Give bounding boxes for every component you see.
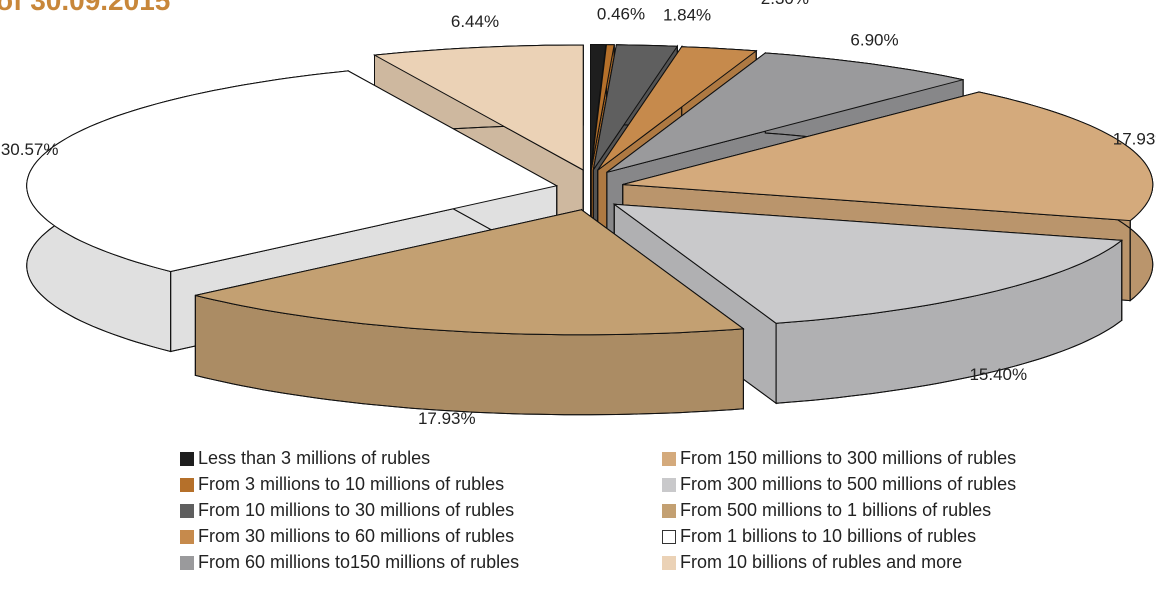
slice (612, 203, 1124, 405)
legend: Less than 3 millions of rubles From 3 mil… (0, 448, 1156, 592)
data-label: 0.23% (613, 0, 661, 4)
data-label: 17.93% (1113, 129, 1156, 148)
legend-item: From 30 millions to 60 millions of ruble… (180, 526, 514, 547)
legend-item: From 60 millions to150 millions of ruble… (180, 552, 519, 573)
chart: of 30.09.2015 0.46%0.23%1.84% 2.30% 6.90% 1… (0, 0, 1156, 428)
legend-swatch (662, 451, 676, 466)
legend-label: From 1 billions to 10 billions of rubles (680, 526, 977, 546)
legend-label: From 500 millions to 1 billions of ruble… (680, 500, 992, 520)
legend-item: From 150 millions to 300 millions of rub… (662, 448, 1016, 469)
legend-item: From 10 millions to 30 millions of ruble… (180, 500, 514, 521)
data-label: 30.57% (1, 140, 59, 159)
legend-swatch (662, 529, 676, 544)
slice-top (592, 44, 679, 170)
legend-item: From 1 billions to 10 billions of rubles (662, 526, 976, 547)
slice (194, 208, 745, 416)
data-label: 1.84% (663, 5, 711, 24)
legend-swatch (180, 555, 194, 570)
legend-label: From 150 millions to 300 millions of rub… (680, 448, 1017, 468)
slice-top (372, 44, 584, 171)
slice-top (612, 203, 1124, 324)
legend-swatch (662, 555, 676, 570)
slice-top (606, 52, 964, 173)
data-label: 6.90% (850, 30, 898, 49)
legend-label: From 10 millions to 30 millions of ruble… (198, 500, 515, 520)
slice-top (622, 91, 1154, 222)
legend-label: From 3 millions to 10 millions of rubles (198, 474, 505, 494)
legend-item: From 300 millions to 500 millions of rub… (662, 474, 1016, 495)
legend-swatch (180, 477, 194, 492)
legend-swatch (662, 503, 676, 518)
legend-label: From 30 millions to 60 millions of ruble… (198, 526, 515, 546)
legend-swatch (180, 529, 194, 544)
legend-label: Less than 3 millions of rubles (198, 448, 431, 468)
data-label: 0.46% (597, 5, 645, 24)
legend-label: From 300 millions to 500 millions of rub… (680, 474, 1017, 494)
legend-item: From 10 billions of rubles and more (662, 552, 962, 573)
legend-item: Less than 3 millions of rubles (180, 448, 430, 469)
data-label: 17.93% (418, 409, 476, 428)
legend-label: From 10 billions of rubles and more (680, 552, 963, 572)
legend-swatch (180, 503, 194, 518)
slice-top (590, 44, 607, 170)
slice-top (590, 44, 615, 170)
legend-swatch (662, 477, 676, 492)
slice-top (195, 209, 745, 336)
data-label: 2.30% (761, 0, 809, 8)
data-label: 6.44% (451, 12, 499, 31)
slice-top (597, 46, 758, 171)
chart-title: of 30.09.2015 (0, 0, 170, 16)
legend-item: From 3 millions to 10 millions of rubles (180, 474, 504, 495)
legend-label: From 60 millions to150 millions of ruble… (198, 552, 520, 572)
legend-swatch (180, 451, 194, 466)
slice-top (26, 70, 559, 273)
legend-item: From 500 millions to 1 billions of ruble… (662, 500, 991, 521)
data-label: 15.40% (969, 365, 1027, 384)
